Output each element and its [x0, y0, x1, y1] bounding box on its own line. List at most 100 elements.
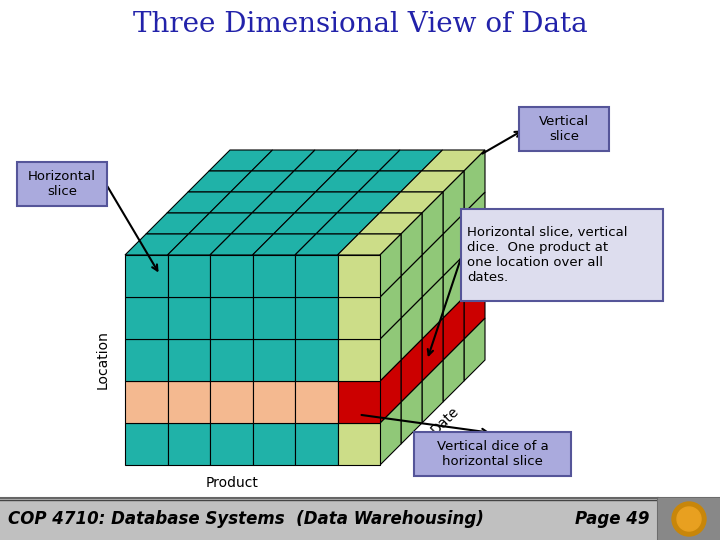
Bar: [253, 297, 295, 339]
Polygon shape: [421, 150, 485, 171]
Polygon shape: [209, 150, 272, 171]
Polygon shape: [380, 318, 401, 381]
Polygon shape: [422, 318, 443, 381]
Polygon shape: [188, 171, 251, 192]
Polygon shape: [443, 255, 464, 318]
Bar: [253, 423, 295, 465]
Bar: [338, 423, 380, 465]
Polygon shape: [252, 192, 315, 213]
Polygon shape: [443, 213, 464, 276]
Polygon shape: [464, 318, 485, 381]
Bar: [295, 339, 338, 381]
Polygon shape: [422, 360, 443, 423]
Polygon shape: [422, 276, 443, 339]
Polygon shape: [358, 171, 421, 192]
Bar: [338, 339, 380, 381]
Text: Horizontal
slice: Horizontal slice: [28, 170, 96, 198]
Bar: [658, 498, 720, 540]
Polygon shape: [380, 276, 401, 339]
Polygon shape: [379, 192, 443, 213]
Polygon shape: [316, 213, 379, 234]
Polygon shape: [251, 150, 315, 171]
Bar: [125, 297, 168, 339]
Circle shape: [677, 507, 701, 531]
Polygon shape: [253, 234, 316, 255]
Polygon shape: [189, 213, 252, 234]
Polygon shape: [125, 234, 189, 255]
Circle shape: [672, 502, 706, 536]
Polygon shape: [464, 234, 485, 297]
Polygon shape: [464, 150, 485, 213]
Polygon shape: [146, 213, 210, 234]
Polygon shape: [464, 276, 485, 339]
Text: Location: Location: [96, 330, 110, 389]
Polygon shape: [401, 213, 422, 276]
Polygon shape: [337, 192, 400, 213]
Bar: [125, 255, 168, 297]
Bar: [210, 297, 253, 339]
Text: Vertical
slice: Vertical slice: [539, 115, 589, 143]
Polygon shape: [422, 234, 443, 297]
Polygon shape: [443, 339, 464, 402]
FancyBboxPatch shape: [17, 162, 107, 206]
FancyBboxPatch shape: [461, 209, 663, 301]
Text: Product: Product: [206, 476, 258, 490]
Polygon shape: [338, 234, 401, 255]
Bar: [168, 423, 210, 465]
Bar: [125, 381, 168, 423]
Bar: [253, 381, 295, 423]
Bar: [168, 381, 210, 423]
Bar: [125, 423, 168, 465]
Bar: [168, 297, 210, 339]
Bar: [253, 339, 295, 381]
Text: Page 49: Page 49: [575, 510, 649, 528]
Polygon shape: [315, 171, 379, 192]
Polygon shape: [231, 213, 294, 234]
Polygon shape: [422, 192, 443, 255]
Polygon shape: [401, 339, 422, 402]
Polygon shape: [210, 192, 273, 213]
Polygon shape: [294, 150, 358, 171]
Text: Three Dimensional View of Data: Three Dimensional View of Data: [132, 11, 588, 38]
FancyBboxPatch shape: [519, 107, 609, 151]
Polygon shape: [273, 171, 336, 192]
Bar: [125, 339, 168, 381]
Polygon shape: [359, 213, 422, 234]
Bar: [210, 381, 253, 423]
Polygon shape: [295, 234, 359, 255]
Bar: [210, 339, 253, 381]
Bar: [338, 381, 380, 423]
Polygon shape: [401, 297, 422, 360]
Bar: [295, 423, 338, 465]
Text: Date: Date: [428, 404, 462, 437]
Polygon shape: [443, 297, 464, 360]
Bar: [295, 381, 338, 423]
Polygon shape: [274, 213, 337, 234]
Polygon shape: [380, 402, 401, 465]
Bar: [338, 255, 380, 297]
Text: COP 4710: Database Systems  (Data Warehousing): COP 4710: Database Systems (Data Warehou…: [8, 510, 484, 528]
Bar: [168, 339, 210, 381]
Polygon shape: [294, 192, 358, 213]
Bar: [168, 255, 210, 297]
FancyBboxPatch shape: [414, 432, 571, 476]
Polygon shape: [230, 171, 294, 192]
Polygon shape: [379, 150, 443, 171]
Polygon shape: [464, 192, 485, 255]
Polygon shape: [168, 234, 231, 255]
Bar: [210, 423, 253, 465]
Text: Vertical dice of a
horizontal slice: Vertical dice of a horizontal slice: [436, 440, 549, 468]
Bar: [210, 255, 253, 297]
Bar: [0, 498, 720, 540]
Bar: [295, 255, 338, 297]
Polygon shape: [400, 171, 464, 192]
Text: Horizontal slice, vertical
dice.  One product at
one location over all
dates.: Horizontal slice, vertical dice. One pro…: [467, 226, 628, 284]
Polygon shape: [380, 234, 401, 297]
Bar: [253, 255, 295, 297]
Polygon shape: [210, 234, 274, 255]
Polygon shape: [401, 381, 422, 444]
Polygon shape: [443, 171, 464, 234]
Polygon shape: [167, 192, 230, 213]
Polygon shape: [336, 150, 400, 171]
Polygon shape: [401, 255, 422, 318]
